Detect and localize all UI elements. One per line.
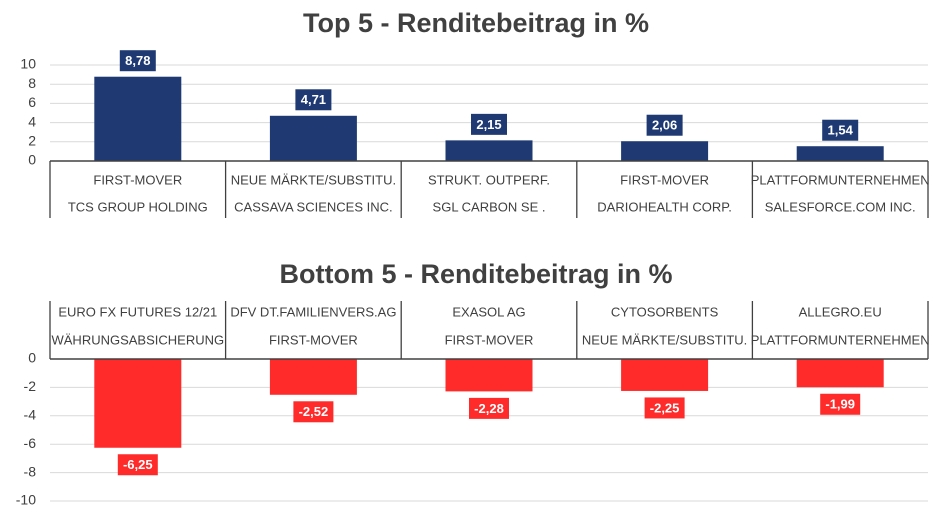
data-label: 8,78 [125, 53, 150, 68]
y-tick-label: 2 [28, 133, 36, 149]
category-name-label: CASSAVA SCIENCES INC. [234, 199, 392, 214]
y-tick-label: 0 [28, 350, 36, 366]
bar [796, 146, 884, 161]
category-name-label: SGL CARBON SE . [433, 199, 546, 214]
category-group-label: PLATTFORMUNTERNEHMEN [751, 172, 930, 187]
category-group-label: WÄHRUNGSABSICHERUNG [51, 332, 224, 347]
data-label: 2,15 [476, 117, 501, 132]
data-label-box [644, 397, 685, 419]
category-name-label: SALESFORCE.COM INC. [765, 199, 916, 214]
y-tick-label: -6 [24, 435, 37, 451]
bar [269, 115, 357, 161]
bar [269, 359, 357, 395]
y-tick-label: -2 [24, 378, 37, 394]
y-tick-label: 10 [20, 56, 36, 72]
data-label: -1,99 [825, 397, 855, 412]
data-label-box [820, 393, 861, 415]
category-name-label: EXASOL AG [452, 304, 525, 319]
data-label: -2,52 [299, 404, 329, 419]
category-name-label: DFV DT.FAMILIENVERS.AG [230, 304, 396, 319]
data-label: -2,28 [474, 401, 504, 416]
data-label: -6,25 [123, 457, 153, 472]
bar [445, 359, 533, 392]
y-tick-label: -4 [24, 407, 37, 423]
data-label-box [822, 119, 859, 141]
category-name-label: CYTOSORBENTS [611, 304, 719, 319]
category-group-label: FIRST-MOVER [620, 172, 709, 187]
bar [445, 140, 533, 161]
category-group-label: PLATTFORMUNTERNEHMEN [751, 332, 930, 347]
bar [621, 141, 709, 161]
category-group-label: FIRST-MOVER [93, 172, 182, 187]
data-label-box [646, 114, 683, 136]
y-tick-label: 6 [28, 94, 36, 110]
data-label-box [295, 89, 332, 111]
category-name-label: EURO FX FUTURES 12/21 [58, 304, 217, 319]
category-group-label: FIRST-MOVER [445, 332, 534, 347]
data-label: 1,54 [828, 123, 854, 138]
y-tick-label: 4 [28, 113, 36, 129]
data-label-box [471, 113, 507, 135]
bar [94, 359, 182, 448]
chart-title: Bottom 5 - Renditebeitrag in % [279, 259, 672, 289]
y-tick-label: -10 [16, 492, 36, 508]
data-label-box [119, 50, 156, 72]
category-group-label: NEUE MÄRKTE/SUBSTITU. [582, 332, 747, 347]
bar [621, 359, 709, 391]
y-tick-label: 0 [28, 152, 36, 168]
data-label: 2,06 [652, 118, 677, 133]
data-label-box [469, 397, 509, 419]
category-name-label: DARIOHEALTH CORP. [597, 199, 732, 214]
y-tick-label: -8 [24, 463, 37, 479]
bar [94, 76, 182, 161]
chart-title: Top 5 - Renditebeitrag in % [303, 8, 649, 38]
y-tick-label: 8 [28, 75, 36, 91]
category-name-label: TCS GROUP HOLDING [68, 199, 208, 214]
category-group-label: STRUKT. OUTPERF. [428, 172, 550, 187]
category-name-label: ALLEGRO.EU [799, 304, 882, 319]
data-label: -2,25 [650, 400, 680, 415]
category-group-label: FIRST-MOVER [269, 332, 358, 347]
data-label-box [117, 454, 158, 476]
bar [796, 359, 884, 388]
category-group-label: NEUE MÄRKTE/SUBSTITU. [231, 172, 396, 187]
data-label-box [293, 401, 334, 423]
data-label: 4,71 [301, 92, 326, 107]
